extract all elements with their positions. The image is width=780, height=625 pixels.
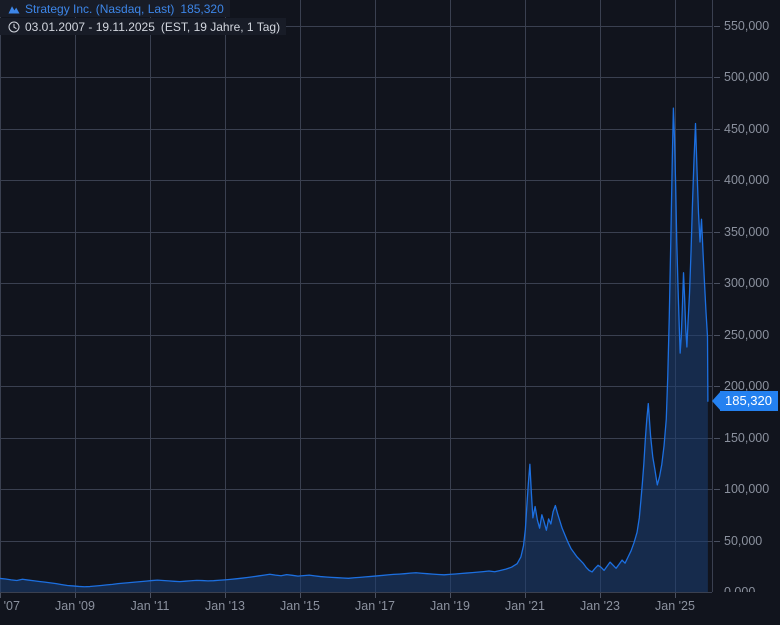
x-tick-mark [525,593,526,598]
date-range-meta: (EST, 19 Jahre, 1 Tag) [160,19,281,34]
y-tick-label: 550,000 [724,19,770,33]
daterange-row[interactable]: 03.01.2007 - 19.11.2025 (EST, 19 Jahre, … [0,18,287,35]
x-tick-mark [675,593,676,598]
x-tick-label: Jan '11 [130,599,170,613]
vertical-gridlines [0,0,676,592]
y-tick-label: 250,000 [724,328,770,342]
y-tick-label: 200,000 [724,379,770,393]
x-tick-mark [300,593,301,598]
y-tick-mark [714,283,720,284]
y-tick-label: 500,000 [724,70,770,84]
y-tick-label: 450,000 [724,122,770,136]
mountain-area-icon [8,5,20,13]
y-tick-mark [714,438,720,439]
y-tick-label: 350,000 [724,225,770,239]
date-range-label: 03.01.2007 - 19.11.2025 [25,19,155,34]
x-tick-label: Jan '19 [430,599,470,613]
y-tick-mark [714,232,720,233]
price-chart-svg [0,0,712,592]
x-tick-mark [600,593,601,598]
chart-plot-area[interactable] [0,0,712,592]
x-tick-label: Jan '15 [280,599,320,613]
x-tick-label: Jan '25 [655,599,695,613]
clock-icon [8,21,20,32]
x-tick-mark [150,593,151,598]
y-tick-mark [714,386,720,387]
y-axis-line [712,0,713,592]
y-tick-mark [714,77,720,78]
instrument-row[interactable]: Strategy Inc. (Nasdaq, Last) 185,320 [0,0,230,17]
y-tick-mark [714,129,720,130]
x-tick-label: Jan '17 [355,599,395,613]
x-tick-label: Jan '13 [205,599,245,613]
x-tick-mark [375,593,376,598]
price-badge-value: 185,320 [720,391,778,411]
instrument-label: Strategy Inc. (Nasdaq, Last) [25,1,175,16]
y-axis[interactable]: 550,000 500,000 450,000 400,000 350,000 300,0… [712,0,780,599]
x-tick-mark [225,593,226,598]
y-tick-label: 300,000 [724,276,770,290]
chart-header: Strategy Inc. (Nasdaq, Last) 185,320 03.… [0,0,287,35]
price-line [0,107,709,588]
x-tick-label: Jan '21 [505,599,545,613]
y-tick-mark [714,180,720,181]
y-tick-label: 150,000 [724,431,770,445]
y-tick-mark [714,489,720,490]
y-tick-label: 100,000 [724,482,770,496]
x-tick-label: Jan '09 [55,599,95,613]
x-tick-mark [75,593,76,598]
y-tick-label: 50,000 [724,534,763,548]
y-tick-mark [714,541,720,542]
price-area-fill [0,108,708,592]
x-tick-mark [450,593,451,598]
x-tick-mark [0,593,1,598]
x-tick-label: Jan '07 [0,599,20,613]
y-tick-mark [714,26,720,27]
last-price-badge: 185,320 [712,391,780,411]
x-axis-line [0,592,712,593]
x-axis[interactable]: Jan '07 Jan '09 Jan '11 Jan '13 Jan '15 Jan '… [0,592,780,625]
instrument-last-value: 185,320 [180,1,224,16]
y-tick-mark [714,335,720,336]
x-tick-label: Jan '23 [580,599,620,613]
price-badge-arrow [712,391,721,411]
y-tick-label: 400,000 [724,173,770,187]
horizontal-gridlines [0,26,712,542]
